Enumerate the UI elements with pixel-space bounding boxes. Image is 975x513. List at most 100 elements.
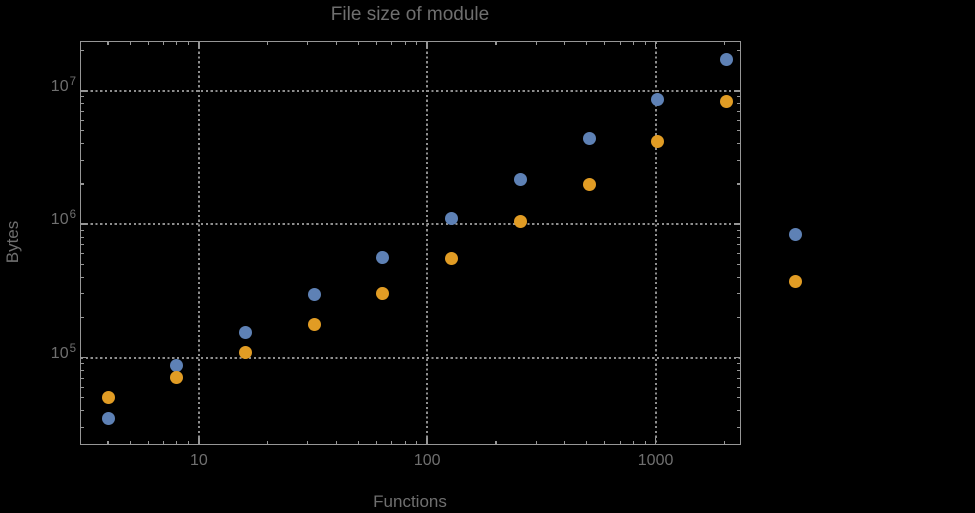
y-left-tick [80,426,84,428]
y-right-tick [736,159,740,162]
x-top-tick [654,41,657,48]
x-bottom-tick [187,440,189,444]
y-tick-label-10e7: 107 [50,75,76,95]
data-point-series-1-blue-x512 [582,131,596,145]
y-right-tick [736,386,740,388]
data-point-series-1-blue-x16 [239,325,252,339]
y-left-tick [80,386,84,388]
y-left-tick [80,143,84,145]
y-right-tick [736,130,740,132]
x-top-tick [162,41,165,45]
x-top-tick [107,41,109,45]
x-bottom-tick [267,440,269,444]
y-left-tick [80,253,84,255]
data-point-series-2-orange-x2048 [720,95,734,109]
x-bottom-tick [147,440,149,444]
x-top-tick [619,41,621,45]
x-bottom-tick [586,440,588,444]
x-top-tick [357,41,360,45]
x-tick-label-10: 10 [189,452,208,469]
x-top-tick [147,41,149,45]
y-right-tick [736,253,740,255]
y-left-tick [80,103,84,105]
x-axis-title: Functions [373,492,447,511]
y-left-tick [80,236,84,238]
x-top-tick [187,41,189,45]
y-left-tick [80,223,87,225]
grid-line-y-10e7 [80,89,740,92]
x-top-tick [535,41,537,45]
x-bottom-tick [654,438,657,444]
y-left-tick [80,89,87,92]
data-point-series-1-blue-x4 [101,411,115,425]
y-right-tick [736,183,740,185]
data-point-series-1-blue-x32 [307,287,321,301]
x-bottom-tick [162,440,165,444]
data-point-series-2-orange-x8 [170,370,184,384]
x-top-tick [564,41,566,45]
data-point-series-1-blue-x1024 [651,92,665,106]
y-left-tick [80,229,84,231]
grid-line-x-1000 [654,41,657,444]
y-left-tick [80,356,87,359]
y-left-tick [80,410,84,412]
data-point-series-1-blue-x4096 [788,227,802,241]
x-top-tick [176,41,178,45]
data-point-series-2-orange-x4 [101,391,115,405]
y-left-tick [80,50,84,52]
data-point-series-2-orange-x256 [513,215,527,229]
data-point-series-2-orange-x64 [376,287,390,301]
grid-line-x-100 [426,41,429,444]
x-top-tick [426,41,429,48]
y-right-tick [736,397,740,399]
y-right-tick [736,363,740,365]
y-left-tick [80,244,84,246]
x-bottom-tick [391,440,393,444]
y-right-tick [736,110,740,112]
y-left-tick [80,119,84,121]
y-left-tick [80,316,84,318]
x-bottom-tick [198,438,200,444]
y-right-tick [736,50,740,52]
x-top-tick [644,41,646,45]
x-bottom-tick [416,440,418,444]
data-point-series-1-blue-x2048 [720,52,734,66]
data-point-series-1-blue-x64 [376,251,390,265]
y-right-tick [736,229,740,231]
x-top-tick [586,41,588,45]
y-right-tick [736,236,740,238]
y-right-tick [736,316,740,318]
data-point-series-2-orange-x16 [239,346,252,360]
x-bottom-tick [176,440,178,444]
data-point-series-1-blue-x128 [445,211,459,225]
chart-title: File size of module [330,4,490,25]
y-right-tick [736,369,740,372]
y-left-tick [80,183,84,185]
y-left-tick [80,369,84,372]
x-bottom-tick [426,438,429,444]
y-left-tick [80,293,84,295]
x-bottom-tick [107,440,109,444]
x-bottom-tick [335,440,337,444]
y-right-tick [736,103,740,105]
y-right-tick [736,293,740,295]
y-right-tick [736,263,740,265]
x-top-tick [335,41,337,45]
x-bottom-tick [644,440,646,444]
data-point-series-2-orange-x4096 [788,275,802,289]
y-left-tick [80,377,84,379]
data-point-series-2-orange-x32 [307,317,321,331]
y-left-tick [80,363,84,365]
y-right-tick [736,276,740,278]
x-top-tick [307,41,309,45]
y-left-tick [80,110,84,112]
x-bottom-tick [632,440,634,444]
x-top-tick [416,41,418,45]
grid-line-y-10e5 [80,356,740,359]
data-point-series-1-blue-x8 [170,359,184,373]
y-right-tick [736,426,740,428]
y-right-tick [736,244,740,246]
x-top-tick [495,41,497,45]
x-top-tick [376,41,378,45]
